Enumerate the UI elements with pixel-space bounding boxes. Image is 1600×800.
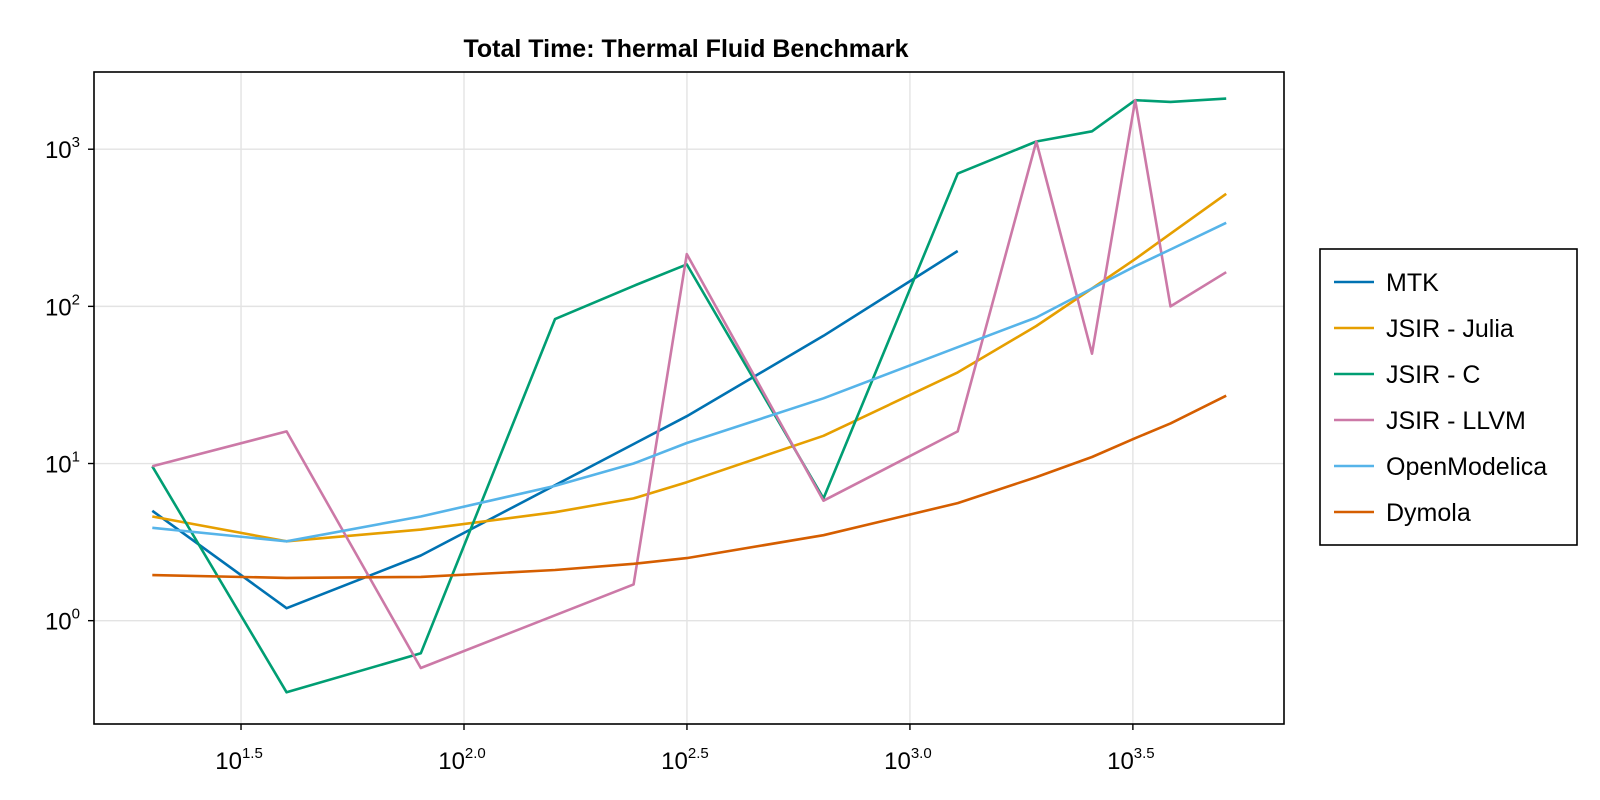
x-tick-base: 10	[215, 748, 242, 775]
y-tick-base: 10	[45, 294, 72, 321]
y-tick-label: 102	[45, 291, 80, 321]
y-tick-exponent: 0	[72, 606, 80, 623]
series-line-jsir-julia	[152, 192, 1227, 543]
x-tick-exponent: 2.5	[688, 745, 709, 762]
x-tick-exponent: 3.5	[1134, 745, 1155, 762]
x-tick-exponent: 2.0	[465, 745, 486, 762]
x-tick-label: 103.5	[1107, 745, 1155, 775]
x-tick-label: 101.5	[215, 745, 263, 775]
y-tick-exponent: 1	[72, 449, 80, 466]
legend-label-openmodelica: OpenModelica	[1386, 453, 1547, 481]
x-axis-ticks: 101.5 102.0 102.5 103.0 103.5	[215, 724, 1155, 775]
series-line-jsir-llvm	[151, 98, 1227, 670]
x-tick-label: 102.0	[438, 745, 486, 775]
legend-label-jsir-julia: JSIR - Julia	[1386, 315, 1514, 343]
series-line-dymola	[152, 394, 1227, 580]
legend-label-jsir-c: JSIR - C	[1386, 361, 1480, 389]
y-tick-label: 103	[45, 134, 80, 164]
y-tick-exponent: 2	[72, 291, 80, 308]
plot-frame	[93, 71, 1285, 725]
y-tick-label: 101	[45, 449, 80, 479]
y-tick-base: 10	[45, 137, 72, 164]
grid-lines	[94, 72, 1284, 724]
y-tick-base: 10	[45, 609, 72, 636]
x-tick-exponent: 3.0	[911, 745, 932, 762]
chart-title: Total Time: Thermal Fluid Benchmark	[464, 35, 909, 63]
x-tick-base: 10	[438, 748, 465, 775]
y-tick-base: 10	[45, 452, 72, 479]
x-tick-base: 10	[1107, 748, 1134, 775]
series-line-jsir-c	[151, 97, 1227, 694]
legend-label-dymola: Dymola	[1386, 499, 1471, 527]
series-line-openmodelica	[152, 221, 1227, 543]
series-lines	[151, 97, 1227, 694]
x-tick-base: 10	[884, 748, 911, 775]
y-tick-exponent: 3	[72, 134, 80, 151]
x-tick-label: 103.0	[884, 745, 932, 775]
x-tick-exponent: 1.5	[242, 745, 263, 762]
legend-box	[1319, 248, 1578, 546]
legend-label-mtk: MTK	[1386, 269, 1439, 297]
legend-items: MTK JSIR - Julia JSIR - C JSIR - LLVM OpenMo…	[1334, 269, 1547, 527]
y-tick-label: 100	[45, 606, 80, 636]
x-tick-label: 102.5	[661, 745, 709, 775]
legend: MTK JSIR - Julia JSIR - C JSIR - LLVM OpenMo…	[1319, 248, 1578, 546]
legend-label-jsir-llvm: JSIR - LLVM	[1386, 407, 1526, 435]
x-tick-base: 10	[661, 748, 688, 775]
